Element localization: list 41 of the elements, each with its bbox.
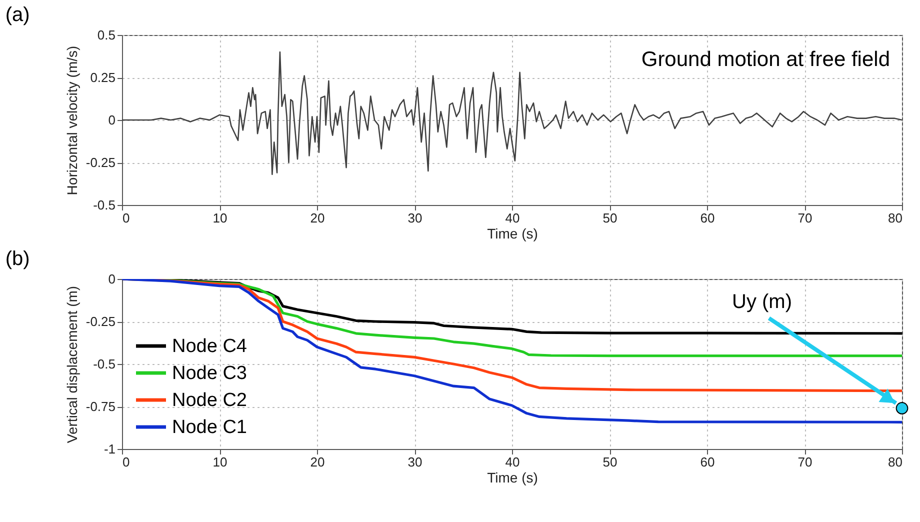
x-tick-label: 50 [602, 210, 618, 226]
x-tick-label: 70 [798, 454, 812, 470]
chart-title: (b) [5, 248, 30, 270]
x-tick-label: 80 [888, 454, 902, 470]
y-axis-title: Horizontal velocity (m/s) [64, 46, 80, 196]
x-axis-title: Time (s) [487, 226, 538, 242]
y-tick-label: 0 [108, 272, 116, 286]
x-tick-label: 30 [408, 454, 422, 470]
x-tick-label: 30 [408, 210, 422, 226]
x-axis-title: Time (s) [487, 470, 538, 486]
y-tick-label: -0.25 [86, 314, 116, 329]
x-tick-label: 20 [310, 210, 325, 226]
y-tick-label: -0.5 [93, 356, 116, 372]
x-tick-label: 10 [212, 210, 228, 226]
x-tick-label: 0 [122, 454, 130, 470]
chart-title: (a) [5, 4, 30, 26]
y-axis-title: Vertical displacement (m) [64, 286, 80, 444]
y-tick-label: -1 [104, 442, 116, 456]
x-tick-label: 60 [700, 210, 715, 226]
line-series [122, 51, 902, 176]
x-tick-label: 70 [798, 210, 812, 226]
x-tick-label: 50 [602, 454, 618, 470]
y-tick-label: 0 [108, 112, 116, 128]
y-tick-label: 0.25 [90, 70, 116, 85]
annotation: Ground motion at free field [641, 48, 890, 71]
x-tick-label: 60 [700, 454, 715, 470]
legend-label: Node C2 [172, 390, 247, 411]
y-tick-label: -0.25 [86, 155, 116, 170]
legend-label: Node C4 [172, 336, 248, 357]
x-tick-label: 80 [888, 210, 902, 226]
x-tick-label: 0 [122, 210, 130, 226]
x-tick-label: 40 [505, 454, 520, 470]
y-tick-label: -0.75 [86, 399, 116, 414]
x-tick-label: 10 [212, 454, 228, 470]
x-tick-label: 20 [310, 454, 325, 470]
x-tick-label: 40 [505, 210, 520, 226]
legend-label: Node C1 [172, 417, 247, 438]
legend-label: Node C3 [172, 363, 247, 384]
y-tick-label: -0.5 [93, 198, 116, 212]
y-tick-label: 0.5 [97, 28, 116, 42]
annotation: Uy (m) [732, 291, 792, 314]
